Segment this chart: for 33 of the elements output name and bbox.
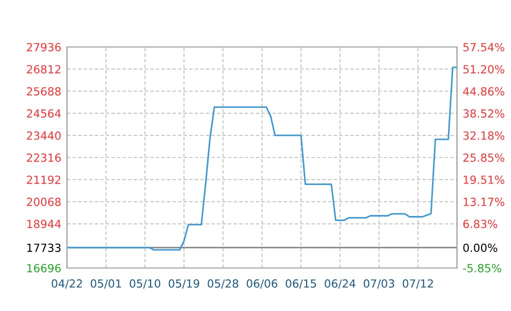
y-tick-label: 18944 — [27, 220, 61, 228]
y2-tick-label: 25.85% — [463, 153, 504, 162]
x-tick-label: 07/03 — [364, 279, 394, 289]
x-tick-label: 06/24 — [324, 279, 356, 289]
y2-tick-label: 51.20% — [463, 65, 504, 74]
y-tick-label: 22316 — [26, 153, 61, 162]
y2-tick-label: 6.83% — [463, 220, 498, 228]
y-tick-label: 20068 — [26, 198, 61, 206]
y-tick-label: 27936 — [26, 42, 61, 52]
y-tick-label: 23440 — [26, 131, 61, 140]
y2-tick-label: 38.52% — [463, 109, 504, 118]
y-tick-label: 24564 — [26, 109, 61, 118]
x-tick-label: 07/12 — [402, 279, 433, 289]
y-tick-label: 17733 — [27, 244, 61, 252]
x-tick-label: 04/22 — [52, 279, 82, 289]
x-tick-label: 05/19 — [168, 279, 200, 289]
y-tick-label: 16696 — [27, 264, 61, 272]
y2-tick-label: 44.86% — [463, 87, 504, 96]
y2-tick-label: 0.00% — [463, 244, 498, 252]
x-tick-label: 05/10 — [130, 279, 160, 289]
y2-tick-label: 32.18% — [463, 131, 504, 140]
x-tick-label: 06/15 — [286, 279, 316, 289]
y-tick-label: 25688 — [26, 87, 61, 96]
y2-tick-label: 19.51% — [464, 176, 504, 184]
x-tick-label: 06/06 — [246, 279, 278, 289]
y-tick-label: 26812 — [26, 65, 60, 74]
y2-tick-label: -5.85% — [463, 264, 502, 272]
y-tick-label: 21192 — [26, 176, 60, 184]
line-series — [67, 66, 457, 251]
x-tick-label: 05/28 — [208, 279, 238, 289]
y2-tick-label: 13.17% — [464, 198, 504, 206]
y2-tick-label: 57.54% — [463, 42, 504, 52]
x-tick-label: 05/01 — [90, 279, 121, 289]
